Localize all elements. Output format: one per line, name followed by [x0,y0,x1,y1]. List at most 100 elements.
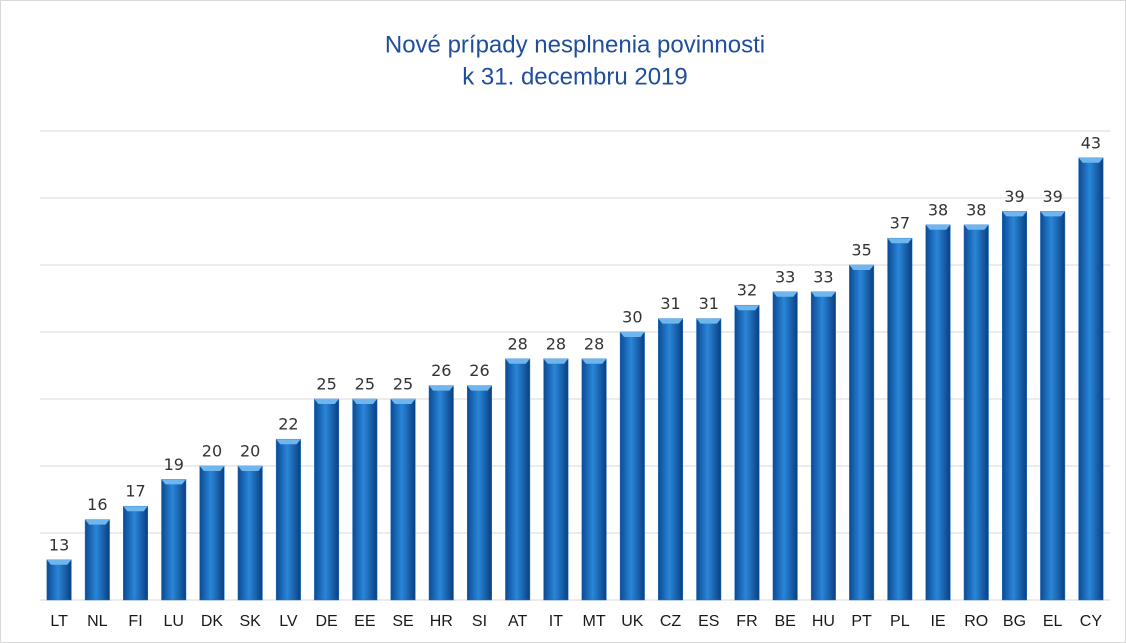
x-tick-label: BE [775,613,796,630]
value-label: 25 [393,375,413,394]
bar [466,385,492,601]
value-label: 19 [164,455,184,474]
value-label: 20 [202,442,222,461]
bar [543,358,569,601]
value-label: 17 [125,482,145,501]
value-label: 30 [622,308,642,327]
bar-bevel [620,332,645,337]
bar [810,291,836,601]
bar-bevel [505,358,530,364]
bar-bevel [429,385,454,391]
value-label: 37 [890,214,910,233]
bar-bevel [237,466,263,471]
bar [352,398,378,601]
bar [199,465,225,601]
chart-title: Nové prípady nesplnenia povinnosti [385,31,765,58]
bar-bevel [123,506,148,512]
x-tick-label: HU [812,613,835,630]
x-tick-label: SE [392,613,413,630]
bar [237,465,263,601]
x-tick-label: SI [472,613,487,630]
chart-title: k 31. decembru 2019 [462,63,687,90]
x-tick-label: IT [549,613,563,630]
value-label: 31 [660,294,680,313]
x-tick-label: BG [1003,613,1026,630]
bar-bevel [925,224,951,230]
bar-bevel [887,238,913,244]
value-label: 25 [355,375,375,394]
value-label: 22 [278,415,298,434]
x-tick-label: RO [964,613,988,630]
bar [1040,211,1066,601]
bar [849,264,875,601]
bar [46,559,72,601]
bar [925,224,951,601]
value-label: 25 [316,375,336,394]
bar-bevel [581,358,607,364]
x-tick-label: CZ [660,613,682,630]
bar-bevel [772,291,798,297]
value-label: 32 [737,281,757,300]
x-tick-label: LU [164,613,184,630]
bar-bevel [199,466,225,471]
bar [619,331,645,601]
value-label: 13 [49,535,69,554]
bar [1078,157,1104,601]
x-tick-label: ES [698,613,719,630]
value-label: 20 [240,442,260,461]
bar [581,358,607,601]
bar-bevel [658,318,683,324]
bar [161,479,187,601]
bar [505,358,531,601]
value-label: 28 [584,334,604,353]
bar-bevel [467,385,492,391]
bar [658,318,684,601]
value-label: 39 [1004,187,1024,206]
x-tick-label: SK [240,613,262,630]
value-label: 28 [507,334,527,353]
x-tick-label: UK [621,613,644,630]
x-tick-label: FI [128,613,142,630]
bar-bevel [46,559,72,565]
x-tick-label: EL [1043,613,1063,630]
value-label: 33 [775,267,795,286]
value-label: 43 [1081,133,1101,152]
bar-bevel [352,399,378,404]
value-label: 38 [928,200,948,219]
bar-bevel [85,519,110,525]
bar-bevel [390,399,416,404]
bar-bevel [1002,211,1027,217]
x-tick-label: PL [890,613,910,630]
bar-bevel [543,358,569,364]
bar-bevel [161,479,186,485]
bar [84,519,110,601]
bar-bevel [276,439,301,445]
bar-bevel [314,399,339,404]
x-tick-label: FR [736,613,757,630]
x-tick-label: DK [201,613,224,630]
bar-bevel [734,305,760,311]
x-tick-label: LV [279,613,298,630]
x-tick-label: CY [1080,613,1103,630]
value-label: 26 [469,361,489,380]
value-label: 33 [813,267,833,286]
x-tick-label: EE [354,613,375,630]
bar [734,304,760,601]
x-tick-label: AT [508,613,527,630]
bar [963,224,989,601]
bar [1001,211,1027,601]
bar-bevel [696,318,721,324]
bar [123,505,149,601]
bar-bevel [849,265,874,270]
bar [314,398,340,601]
bar [696,318,722,601]
bar [275,438,301,601]
bar-bevel [1040,211,1065,217]
x-tick-label: PT [851,613,872,630]
bar [887,237,913,601]
x-tick-label: MT [583,613,606,630]
value-label: 28 [546,334,566,353]
bar-bevel [1078,157,1104,163]
bar-bevel [964,224,989,230]
